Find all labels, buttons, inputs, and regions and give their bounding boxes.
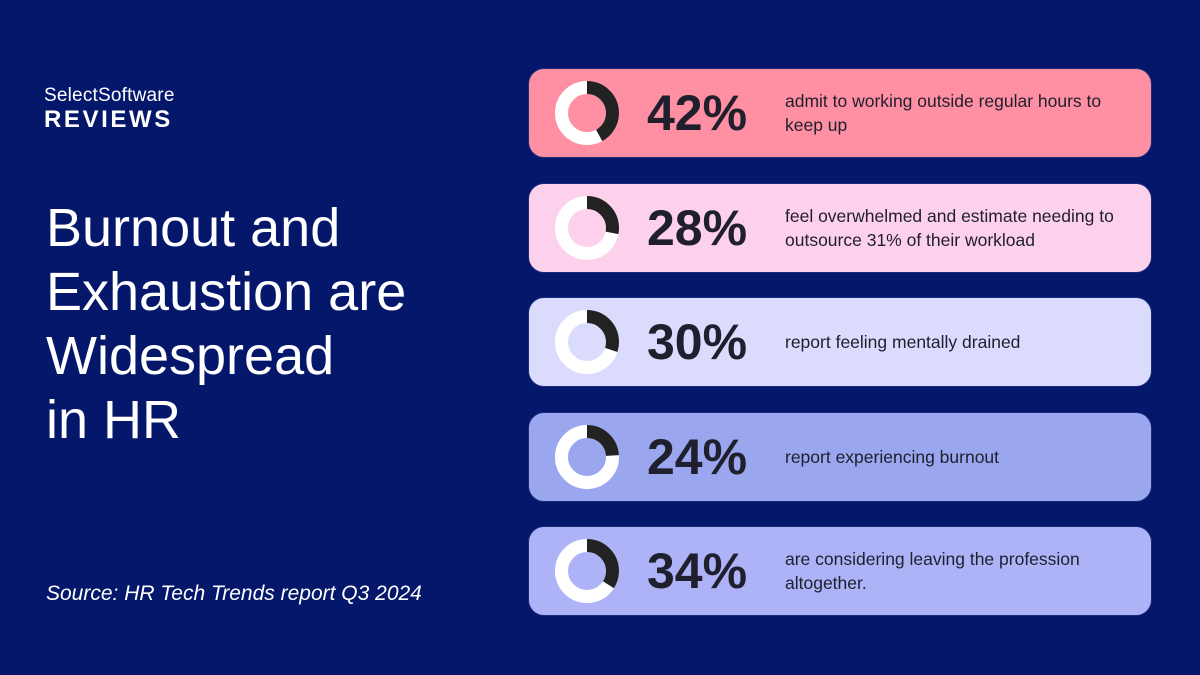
donut-slice xyxy=(555,539,619,603)
source-note: Source: HR Tech Trends report Q3 2024 xyxy=(46,582,422,605)
brand-logo: SelectSoftware REVIEWS xyxy=(44,86,175,134)
stat-percentage: 28% xyxy=(647,199,748,256)
donut-slice xyxy=(555,81,619,145)
stat-percentage: 30% xyxy=(647,314,748,370)
donut-chart xyxy=(555,195,619,260)
title-line-2: Exhaustion are xyxy=(46,262,407,322)
stat-card: 24% report experiencing burnout xyxy=(528,411,1152,502)
stat-description: are considering leaving the profession a… xyxy=(785,549,1080,593)
stat-description: admit to working outside regular hours t… xyxy=(785,91,1102,135)
stats-list: 42% admit to working outside regular hour… xyxy=(528,68,1152,641)
title-line-1: Burnout and xyxy=(46,198,341,258)
donut-chart xyxy=(555,539,619,603)
stat-card: 28% feel overwhelmed and estimate needing… xyxy=(528,182,1152,273)
donut-track xyxy=(555,424,619,489)
stat-card: 30% report feeling mentally drained xyxy=(528,297,1152,387)
stat-description: feel overwhelmed and estimate needing to… xyxy=(785,205,1114,250)
stat-percentage: 24% xyxy=(647,428,748,485)
donut-chart xyxy=(555,310,619,374)
stat-percentage: 34% xyxy=(647,543,748,599)
donut-slice xyxy=(555,310,619,374)
brand-line-1: SelectSoftware xyxy=(44,85,175,106)
title-line-4: in HR xyxy=(46,390,182,450)
stat-card: 42% admit to working outside regular hour… xyxy=(528,68,1152,158)
donut-slice xyxy=(555,195,619,260)
donut-chart xyxy=(555,424,619,489)
stat-description: report feeling mentally drained xyxy=(785,332,1021,352)
donut-chart xyxy=(555,81,619,145)
stat-description: report experiencing burnout xyxy=(785,446,1000,467)
title-line-3: Widespread xyxy=(46,326,335,386)
stat-card: 34% are considering leaving the professio… xyxy=(528,526,1152,616)
brand-line-2: REVIEWS xyxy=(44,106,173,133)
stat-percentage: 42% xyxy=(647,85,748,141)
page-title: Burnout and Exhaustion are Widespread in… xyxy=(46,196,486,452)
